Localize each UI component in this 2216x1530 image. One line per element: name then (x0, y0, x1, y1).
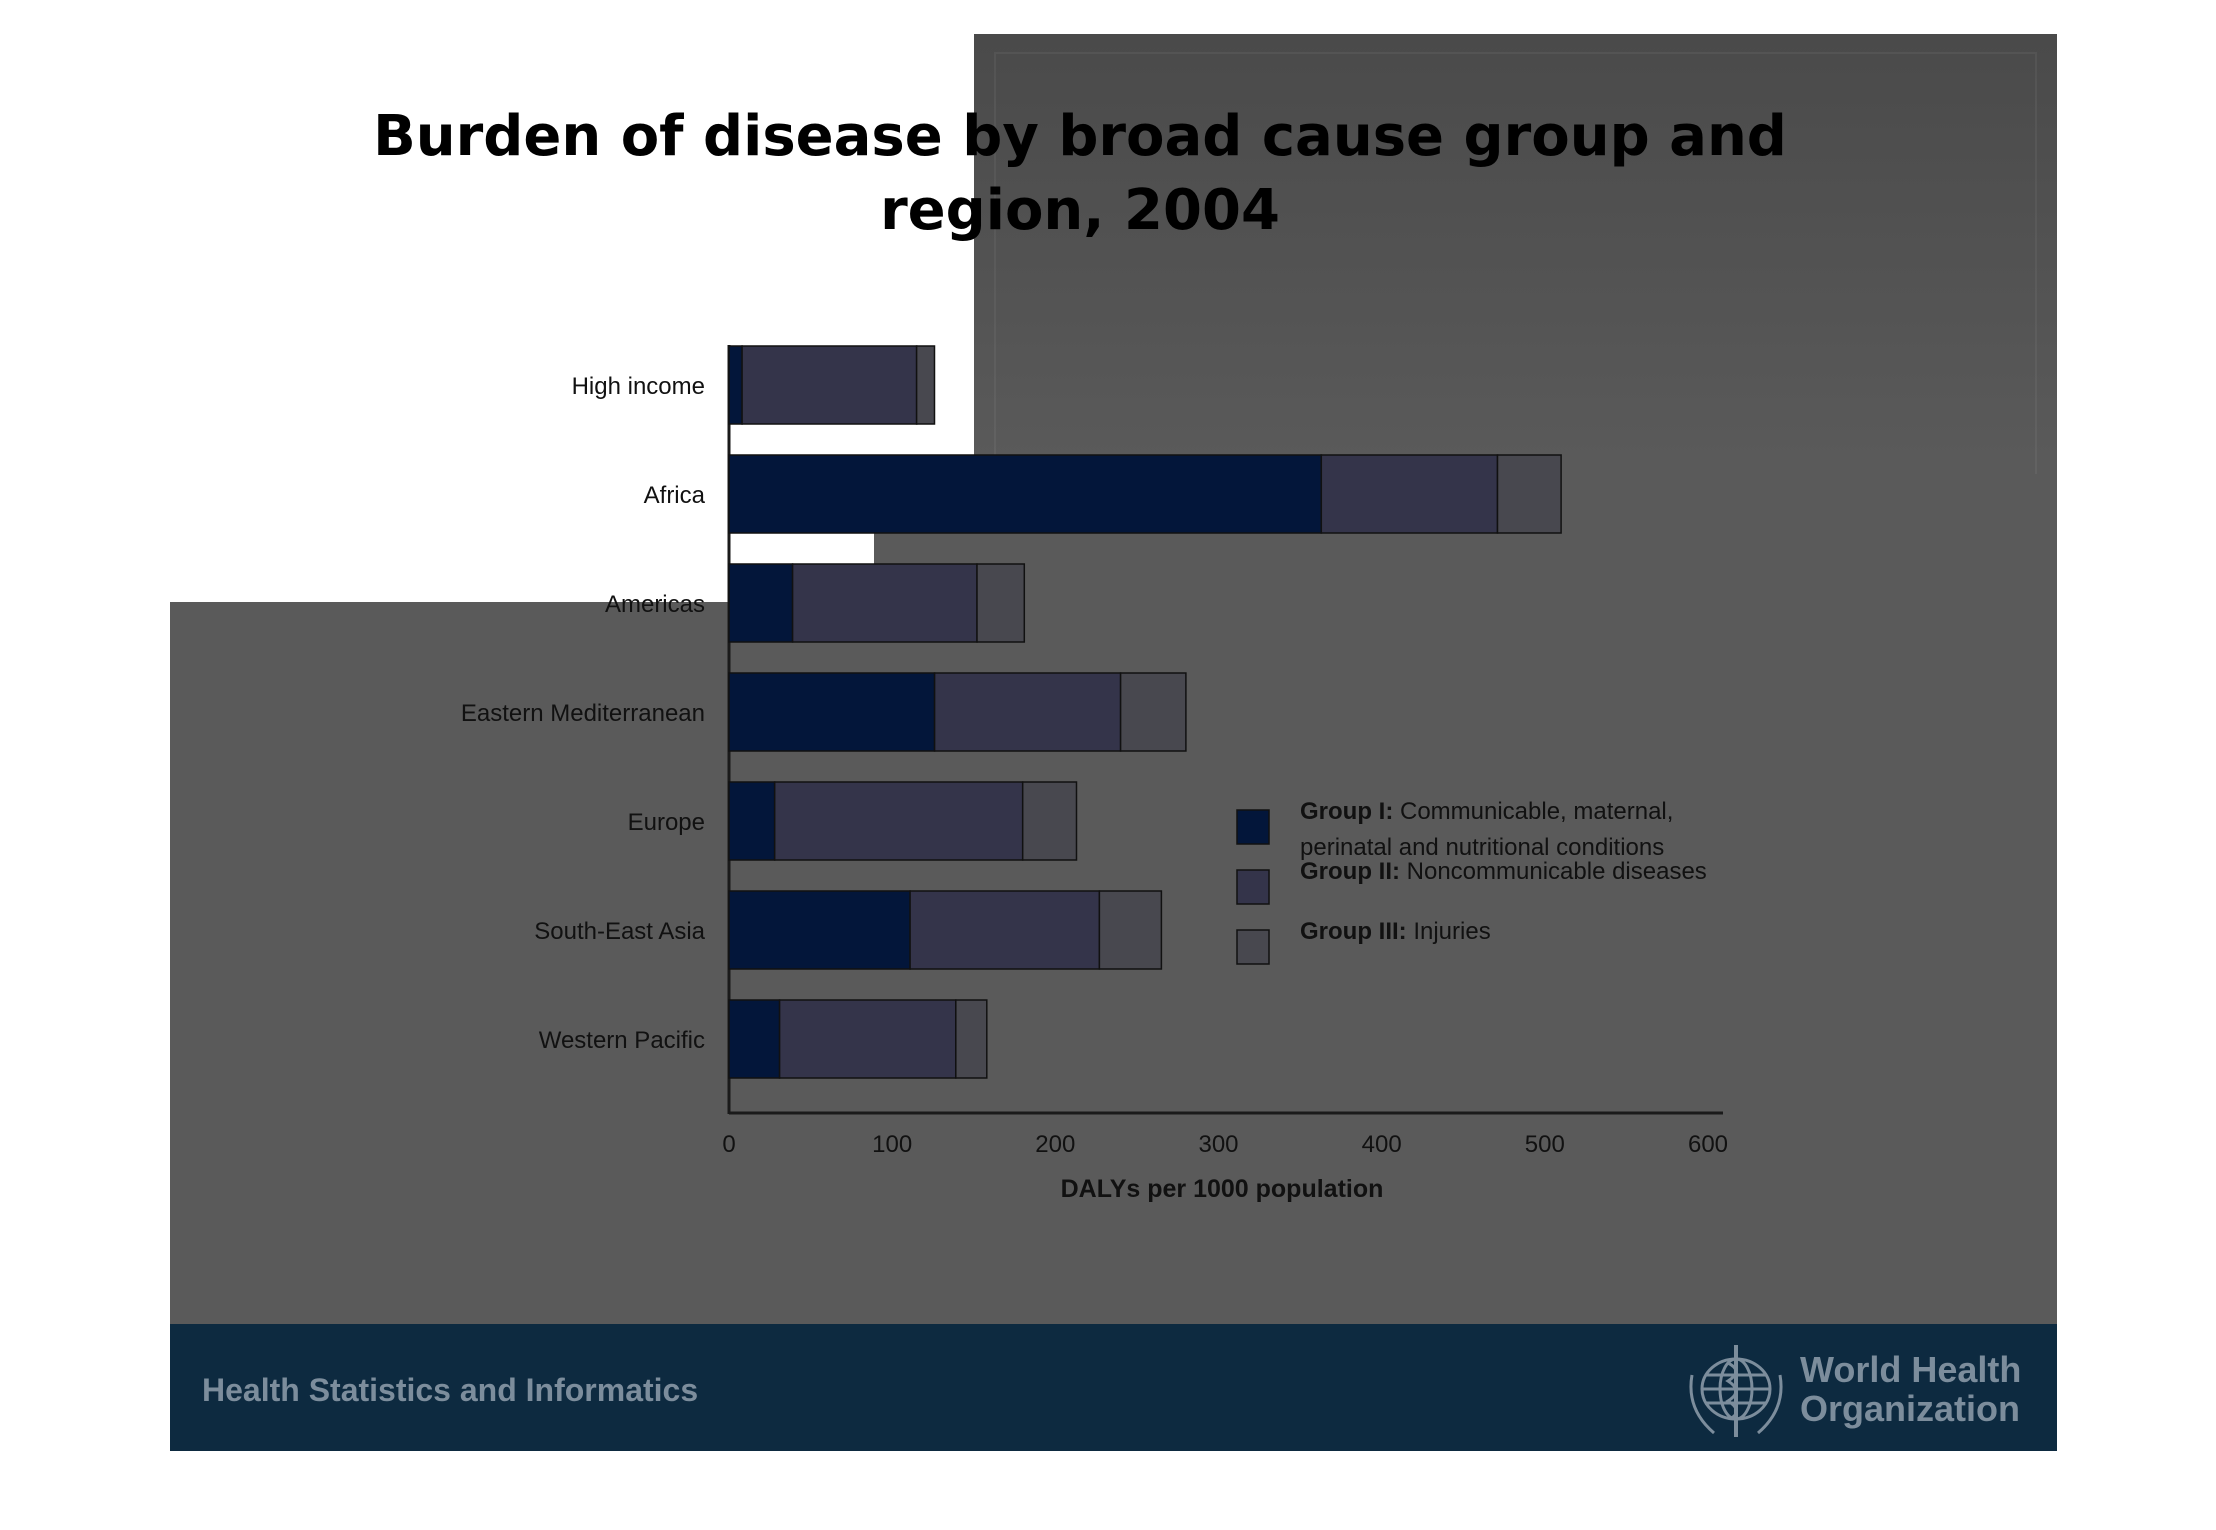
legend-entry-text-line2: perinatal and nutritional conditions (1300, 834, 1664, 861)
x-tick-600: 600 (1688, 1131, 1728, 1158)
x-axis-label: DALYs per 1000 population (1061, 1175, 1384, 1203)
x-tick-200: 200 (1035, 1131, 1075, 1158)
category-labels: High income Africa Americas Eastern Mediter… (461, 373, 706, 1054)
org-name: World Health Organization (1800, 1350, 2021, 1428)
x-tick-500: 500 (1525, 1131, 1565, 1158)
bar-americas-group-ii (791, 563, 978, 643)
bar-eastern-mediterranean-group-i (728, 672, 936, 752)
legend-entry-group-1: Group I: Communicable, maternal, (1300, 798, 1673, 825)
legend-entry-text: Communicable, maternal, (1400, 798, 1673, 825)
x-tick-labels: 0 100 200 300 400 500 600 (722, 1131, 1728, 1158)
bar-americas-group-i (728, 563, 794, 643)
footer-text: Health Statistics and Informatics (202, 1372, 699, 1408)
x-tick-0: 0 (722, 1131, 735, 1158)
category-label-africa: Africa (644, 482, 706, 509)
category-label-eastern-mediterranean: Eastern Mediterranean (461, 700, 705, 727)
legend-entry-bold: Group II: (1300, 858, 1407, 885)
bar-africa-group-iii (1496, 454, 1562, 534)
header-dark-panel (974, 34, 2057, 474)
legend-entry-group-2: Group II: Noncommunicable diseases (1300, 858, 1707, 885)
category-label-south-east-asia: South-East Asia (534, 918, 705, 945)
category-label-high-income: High income (572, 373, 705, 400)
bar-high-income-group-i (728, 345, 743, 425)
bar-africa-group-ii (1320, 454, 1499, 534)
bar-south-east-asia-group-i (728, 890, 911, 970)
legend-entry-bold: Group I: (1300, 798, 1400, 825)
bar-europe-group-i (728, 781, 776, 861)
bar-high-income-group-ii (741, 345, 918, 425)
legend-entry-group-3: Group III: Injuries (1300, 918, 1491, 945)
x-tick-100: 100 (872, 1131, 912, 1158)
legend-entry-text: Noncommunicable diseases (1407, 858, 1707, 885)
category-label-americas: Americas (605, 591, 705, 618)
category-label-europe: Europe (628, 809, 705, 836)
bar-europe-group-ii (773, 781, 1024, 861)
category-label-western-pacific: Western Pacific (539, 1027, 705, 1054)
legend-swatch-group-1 (1236, 809, 1270, 845)
bar-western-pacific-group-i (728, 999, 781, 1079)
bar-south-east-asia-group-iii (1098, 890, 1163, 970)
page-title: Burden of disease by broad cause group a… (373, 104, 1787, 243)
bar-western-pacific-group-iii (955, 999, 988, 1079)
bars-group (728, 345, 1562, 1079)
who-emblem-icon (1689, 1345, 1783, 1437)
x-tick-300: 300 (1198, 1131, 1238, 1158)
legend-entry-bold: Group III: (1300, 918, 1413, 945)
legend-swatch-group-3 (1236, 929, 1270, 965)
chart-legend: Group I: Communicable, maternal, perinata… (1236, 798, 1707, 965)
bar-south-east-asia-group-ii (909, 890, 1101, 970)
x-tick-400: 400 (1362, 1131, 1402, 1158)
bar-europe-group-iii (1021, 781, 1078, 861)
legend-swatch-group-2 (1236, 869, 1270, 905)
org-name-line1: World Health (1800, 1349, 2022, 1390)
bar-eastern-mediterranean-group-ii (933, 672, 1122, 752)
org-name-line2: Organization (1800, 1388, 2021, 1429)
bar-high-income-group-iii (915, 345, 936, 425)
bar-americas-group-iii (976, 563, 1026, 643)
bar-africa-group-i (728, 454, 1323, 534)
legend-entry-text: Injuries (1413, 918, 1490, 945)
bar-eastern-mediterranean-group-iii (1119, 672, 1187, 752)
bar-western-pacific-group-ii (778, 999, 957, 1079)
slide-background: Health Statistics and Informatics World … (170, 34, 2057, 1451)
